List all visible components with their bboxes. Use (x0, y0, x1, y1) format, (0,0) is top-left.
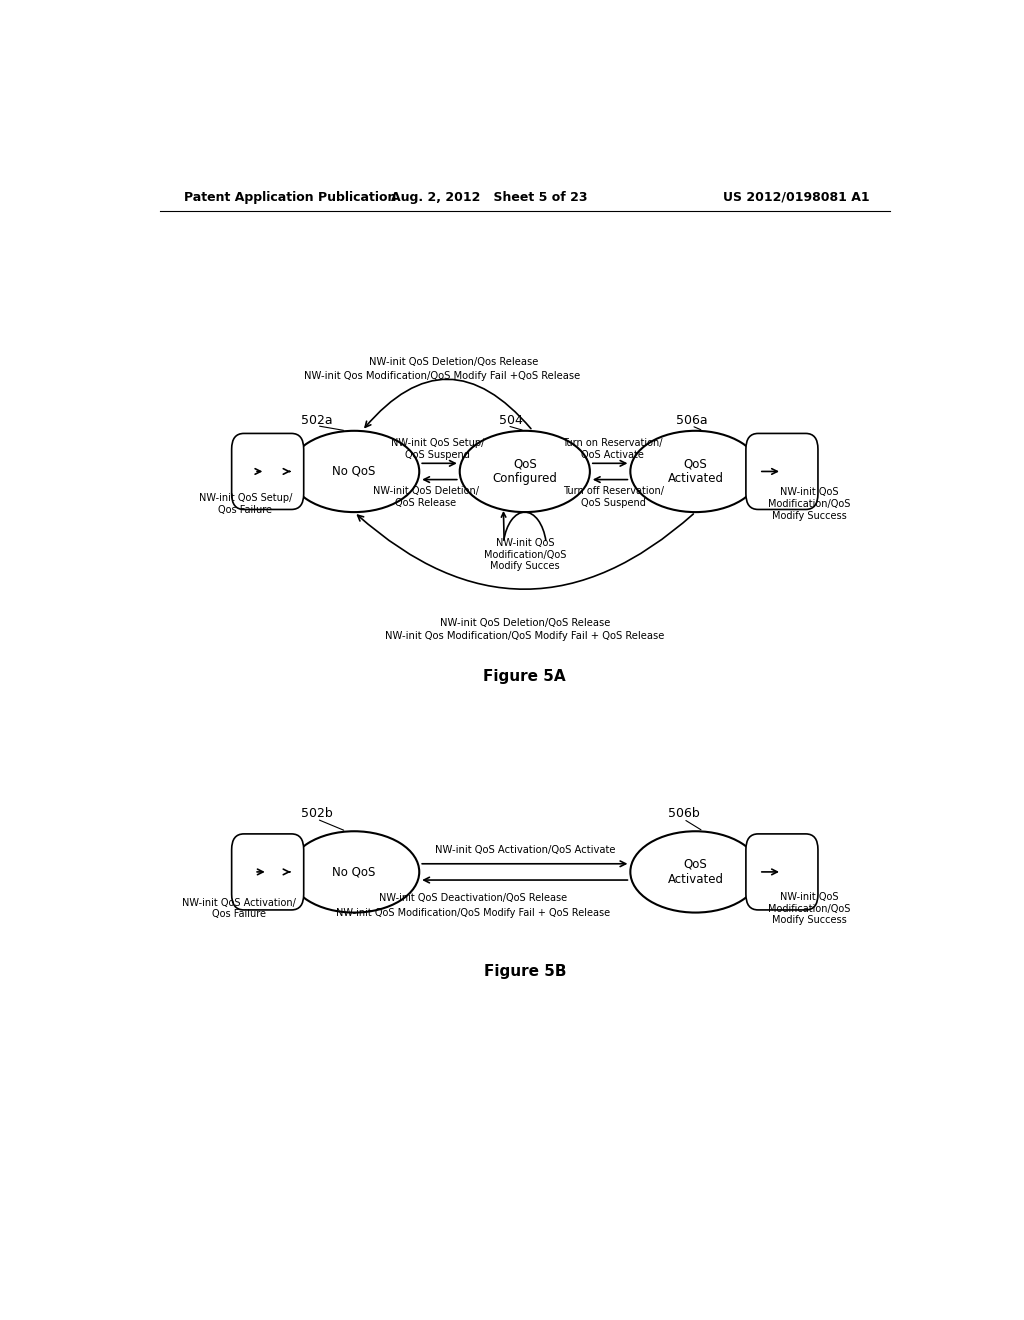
Text: QoS
Configured: QoS Configured (493, 458, 557, 486)
Text: Figure 5A: Figure 5A (483, 669, 566, 684)
Text: 506a: 506a (676, 414, 708, 428)
Text: Turn off Reservation/
QoS Suspend: Turn off Reservation/ QoS Suspend (563, 486, 665, 508)
Text: Patent Application Publication: Patent Application Publication (183, 190, 396, 203)
Text: US 2012/0198081 A1: US 2012/0198081 A1 (723, 190, 870, 203)
Text: 502b: 502b (301, 808, 333, 821)
Text: QoS
Activated: QoS Activated (668, 458, 723, 486)
Text: NW-init QoS
Modification/QoS
Modify Success: NW-init QoS Modification/QoS Modify Succ… (768, 892, 850, 925)
Text: NW-init QoS Deletion/
QoS Release: NW-init QoS Deletion/ QoS Release (373, 486, 478, 508)
Text: NW-init QoS
Modification/QoS
Modify Succes: NW-init QoS Modification/QoS Modify Succ… (483, 539, 566, 572)
FancyArrowPatch shape (357, 513, 693, 589)
Ellipse shape (631, 832, 761, 912)
Text: Turn on Reservation/
QoS Activate: Turn on Reservation/ QoS Activate (562, 438, 663, 459)
Text: 506b: 506b (668, 808, 699, 821)
Text: NW-init QoS Deletion/QoS Release: NW-init QoS Deletion/QoS Release (439, 618, 610, 628)
Ellipse shape (460, 430, 590, 512)
Text: 504: 504 (500, 414, 523, 428)
FancyArrowPatch shape (422, 461, 455, 466)
Text: 502a: 502a (301, 414, 333, 428)
FancyArrowPatch shape (424, 477, 457, 482)
Ellipse shape (289, 832, 419, 912)
Text: NW-init QoS Modification/QoS Modify Fail + QoS Release: NW-init QoS Modification/QoS Modify Fail… (336, 908, 610, 917)
FancyArrowPatch shape (284, 469, 290, 474)
Text: NW-init QoS Setup/
Qos Failure: NW-init QoS Setup/ Qos Failure (199, 494, 292, 515)
FancyBboxPatch shape (745, 433, 818, 510)
FancyArrowPatch shape (422, 861, 626, 866)
FancyArrowPatch shape (257, 869, 263, 875)
Ellipse shape (631, 430, 761, 512)
FancyArrowPatch shape (593, 461, 626, 466)
FancyArrowPatch shape (502, 512, 506, 540)
FancyBboxPatch shape (745, 834, 818, 909)
Text: No QoS: No QoS (333, 465, 376, 478)
Text: NW-init Qos Modification/QoS Modify Fail +QoS Release: NW-init Qos Modification/QoS Modify Fail… (304, 371, 581, 381)
Text: NW-init QoS Activation/QoS Activate: NW-init QoS Activation/QoS Activate (434, 845, 615, 854)
Text: Aug. 2, 2012   Sheet 5 of 23: Aug. 2, 2012 Sheet 5 of 23 (391, 190, 588, 203)
FancyArrowPatch shape (762, 469, 777, 474)
Text: NW-init QoS Deletion/Qos Release: NW-init QoS Deletion/Qos Release (369, 356, 538, 367)
Text: NW-init QoS Setup/
QoS Suspend: NW-init QoS Setup/ QoS Suspend (391, 438, 484, 459)
Text: NW-init QoS Deactivation/QoS Release: NW-init QoS Deactivation/QoS Release (379, 894, 567, 903)
Text: Figure 5B: Figure 5B (483, 964, 566, 979)
FancyArrowPatch shape (762, 869, 777, 875)
FancyArrowPatch shape (284, 869, 290, 875)
FancyBboxPatch shape (231, 834, 304, 909)
FancyArrowPatch shape (595, 477, 628, 482)
Text: QoS
Activated: QoS Activated (668, 858, 723, 886)
FancyArrowPatch shape (424, 878, 628, 883)
FancyBboxPatch shape (231, 433, 304, 510)
Text: NW-init QoS
Modification/QoS
Modify Success: NW-init QoS Modification/QoS Modify Succ… (768, 487, 850, 520)
FancyArrowPatch shape (366, 379, 531, 429)
Text: No QoS: No QoS (333, 866, 376, 878)
Text: NW-init QoS Activation/
Qos Failure: NW-init QoS Activation/ Qos Failure (182, 898, 296, 919)
Text: NW-init Qos Modification/QoS Modify Fail + QoS Release: NW-init Qos Modification/QoS Modify Fail… (385, 631, 665, 642)
Ellipse shape (289, 430, 419, 512)
FancyArrowPatch shape (255, 469, 261, 474)
